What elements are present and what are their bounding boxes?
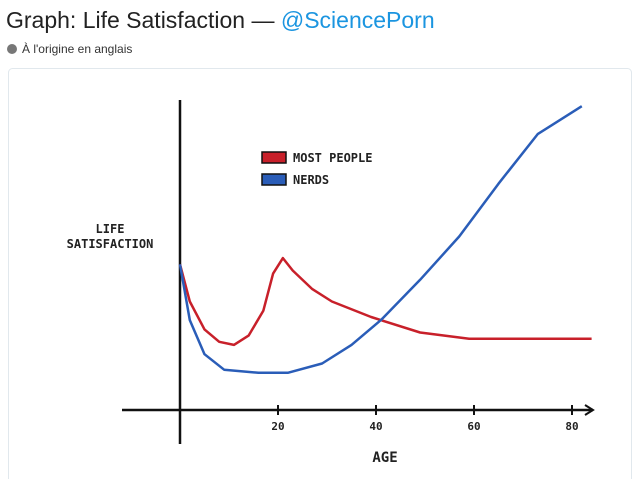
- legend-swatch: [261, 173, 287, 186]
- tweet-handle[interactable]: @SciencePorn: [281, 7, 435, 33]
- legend-swatch: [261, 151, 287, 164]
- x-tick-label: 80: [565, 420, 578, 433]
- line: [178, 256, 592, 347]
- media-card[interactable]: [8, 68, 632, 479]
- legend-label: NERDS: [293, 173, 329, 187]
- legend-label: MOST PEOPLE: [293, 151, 372, 165]
- line: [178, 105, 583, 375]
- translation-note[interactable]: À l'origine en anglais: [22, 41, 132, 56]
- tweet-body: Graph: Life Satisfaction —: [6, 7, 274, 33]
- y-axis-label: LIFE SATISFACTION: [66, 222, 154, 251]
- chart: 20 40 60 80 AGE MOST PEOPLE NERDS: [122, 100, 595, 466]
- x-tick-label: 60: [467, 420, 480, 433]
- x-tick-label: 20: [271, 420, 284, 433]
- x-axis-arrow: [584, 404, 595, 416]
- x-tick-label: 40: [369, 420, 382, 433]
- x-axis-label: AGE: [372, 450, 397, 466]
- tweet-text: Graph: Life Satisfaction — @SciencePorn: [6, 7, 435, 33]
- globe-icon: [7, 44, 17, 54]
